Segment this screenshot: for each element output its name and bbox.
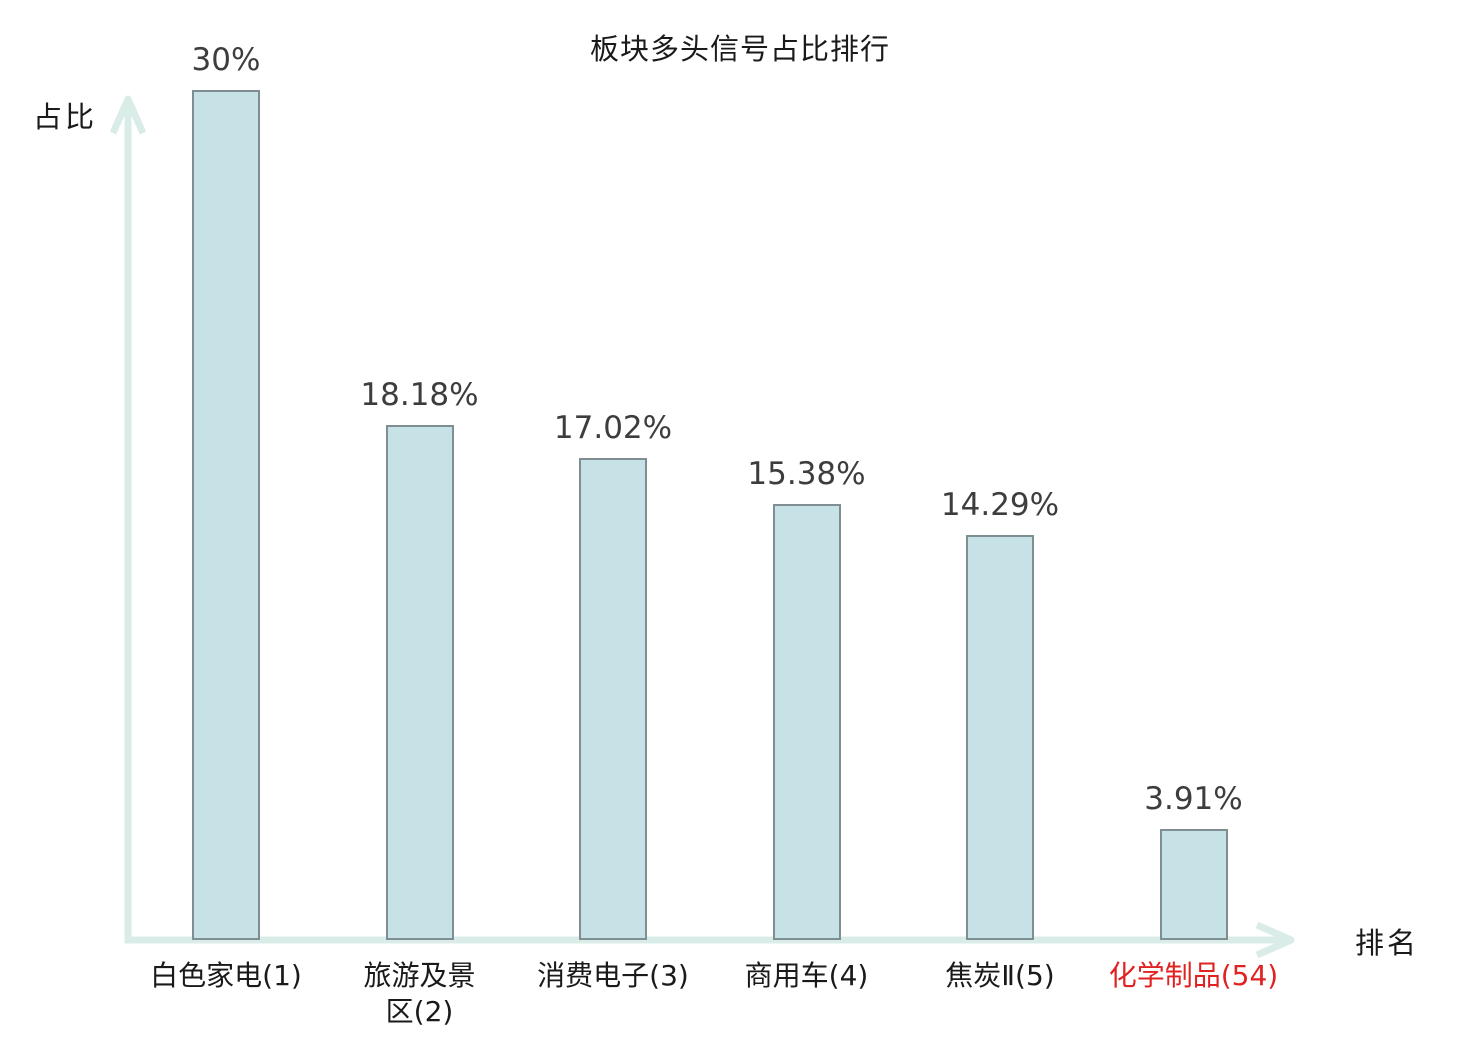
bar-category-label: 旅游及景 区(2) [363, 959, 476, 1028]
bar-value-label: 14.29% [940, 487, 1060, 523]
bar-value-label: 3.91% [1144, 781, 1243, 817]
bar [1159, 829, 1228, 940]
bar [385, 425, 454, 940]
bar-category-label: 焦炭Ⅱ(5) [945, 959, 1055, 992]
bar [192, 90, 260, 940]
bar-value-label: 15.38% [747, 456, 866, 492]
bar-category-label: 商用车(4) [744, 959, 869, 992]
bar-category-label: 白色家电(1) [150, 959, 302, 992]
y-axis-label: 占比 [33, 100, 98, 134]
bar-category-label: 化学制品(54) [1108, 959, 1279, 992]
bar [966, 535, 1034, 940]
bar [579, 458, 647, 940]
chart-title: 板块多头信号占比排行 [589, 32, 890, 66]
x-axis-label: 排名 [1355, 926, 1420, 960]
bar-value-label: 17.02% [553, 410, 673, 446]
bar-value-label: 30% [191, 42, 261, 78]
bar-category-label: 消费电子(3) [537, 959, 689, 992]
bar-value-label: 18.18% [360, 377, 479, 413]
bar [772, 504, 841, 940]
